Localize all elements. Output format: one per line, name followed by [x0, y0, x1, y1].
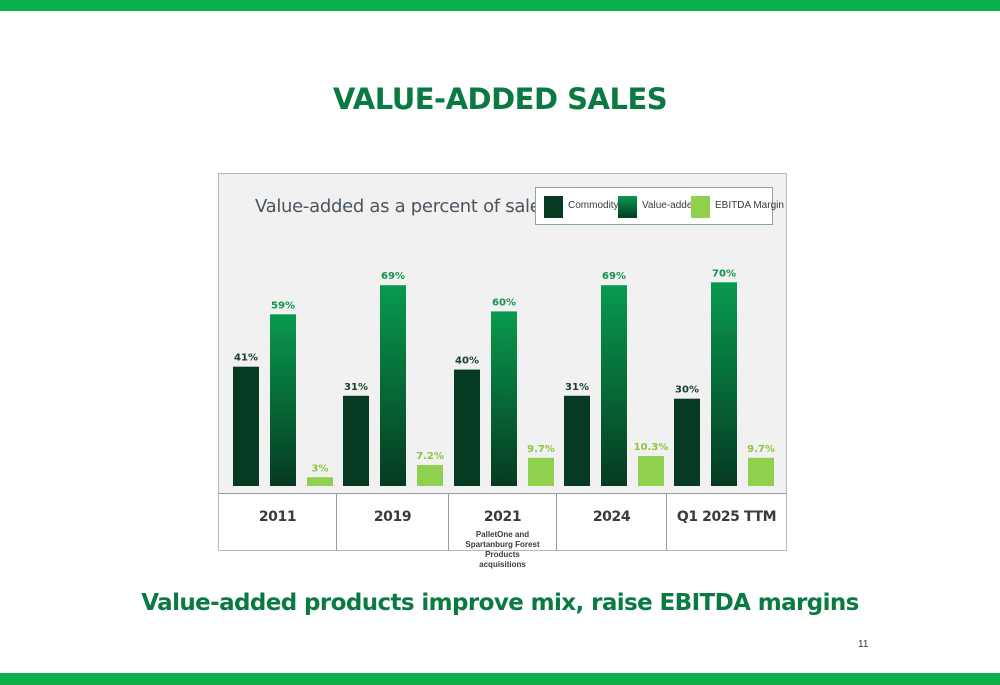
legend-label-commodity: Commodity: [568, 200, 619, 211]
tagline: Value-added products improve mix, raise …: [141, 590, 859, 616]
legend-swatch-ebitda-margin: [691, 196, 710, 218]
bar-commodity: [454, 369, 480, 486]
legend-label-value-added: Value-added: [642, 200, 698, 211]
page-title: VALUE-ADDED SALES: [332, 82, 668, 116]
category-cell: 2011: [219, 494, 337, 551]
data-label-commodity: 30%: [675, 385, 699, 396]
legend-swatch-value-added: [618, 196, 637, 218]
chart-plot-area: Value-added as a percent of sales Commod…: [219, 174, 786, 493]
category-note: PalletOne and Spartanburg Forest Product…: [465, 530, 540, 569]
data-label-value-added: 70%: [712, 268, 736, 279]
bar-ebitda-margin: [748, 457, 774, 486]
category-label: 2019: [373, 509, 412, 525]
page-number: 11: [858, 639, 869, 650]
category-label: 2011: [258, 509, 297, 525]
bar-commodity: [233, 366, 259, 486]
bar-value-added: [270, 314, 296, 486]
data-label-value-added: 69%: [381, 271, 405, 282]
data-label-commodity: 31%: [565, 382, 589, 393]
data-label-ebitda-margin: 9.7%: [527, 444, 555, 455]
category-label: 2024: [592, 509, 631, 525]
data-label-value-added: 60%: [492, 297, 516, 308]
legend-swatch-commodity: [544, 196, 563, 218]
bar-chart: 41% 59% 3% 31% 69% 7.2% 40% 60% 9.7% 31% 69% 10.3% 3…: [233, 268, 775, 486]
category-cell: Q1 2025 TTM: [667, 494, 786, 551]
bar-value-added: [491, 311, 517, 486]
data-label-ebitda-margin: 7.2%: [416, 451, 444, 462]
bar-ebitda-margin: [417, 465, 443, 486]
data-label-commodity: 31%: [344, 382, 368, 393]
category-axis: 2011 2019 2021 PalletOne and Spartanburg Fo…: [219, 493, 786, 569]
bar-ebitda-margin: [307, 477, 333, 486]
chart-title: Value-added as a percent of sales: [255, 196, 550, 217]
chart-panel: Value-added as a percent of sales Commod…: [218, 173, 787, 569]
data-label-ebitda-margin: 10.3%: [634, 442, 669, 453]
data-label-value-added: 59%: [271, 300, 295, 311]
bar-value-added: [711, 282, 737, 486]
bar-commodity: [674, 398, 700, 486]
category-cell: 2021 PalletOne and Spartanburg Forest Pro…: [449, 494, 557, 569]
bar-ebitda-margin: [638, 456, 664, 486]
data-label-value-added: 69%: [602, 271, 626, 282]
data-label-commodity: 41%: [234, 353, 258, 364]
bottom-band: [0, 673, 1000, 685]
data-label-ebitda-margin: 9.7%: [747, 444, 775, 455]
top-band: [0, 0, 1000, 11]
bar-commodity: [343, 395, 369, 486]
data-label-commodity: 40%: [455, 356, 479, 367]
category-label: 2021: [483, 509, 522, 525]
chart-legend: Commodity Value-added EBITDA Margin: [535, 187, 784, 225]
legend-label-ebitda-margin: EBITDA Margin: [715, 200, 784, 211]
bar-value-added: [380, 285, 406, 486]
bar-ebitda-margin: [528, 457, 554, 486]
category-cell: 2019: [337, 494, 449, 551]
category-cell: 2024: [557, 494, 667, 551]
bar-commodity: [564, 395, 590, 486]
bar-value-added: [601, 285, 627, 486]
data-label-ebitda-margin: 3%: [312, 463, 329, 474]
category-label: Q1 2025 TTM: [676, 509, 777, 525]
